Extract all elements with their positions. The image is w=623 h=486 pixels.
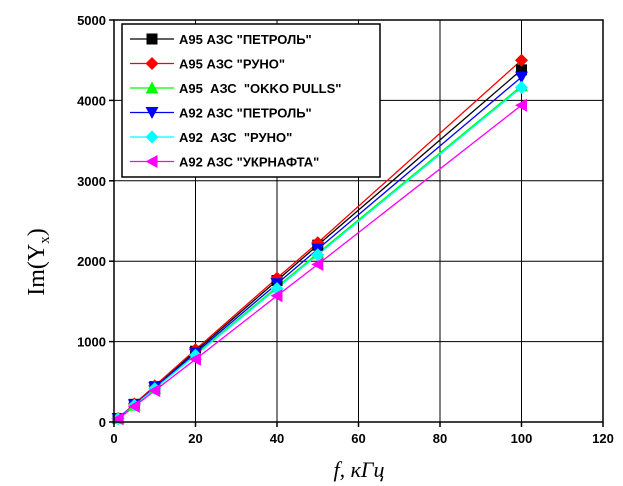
- data-point-series-5: [311, 248, 325, 262]
- legend-marker: [145, 107, 159, 119]
- x-tick-label: 60: [351, 431, 365, 446]
- legend-marker: [145, 130, 159, 144]
- legend-label: A92 АЗС "РУНО": [179, 130, 292, 145]
- y-axis-label-open: (: [24, 261, 50, 269]
- x-tick-label: 100: [511, 431, 533, 446]
- y-tick-label: 4000: [77, 93, 106, 108]
- legend-label: A95 АЗС "OKKO PULLS": [179, 81, 341, 96]
- data-point-series-4: [515, 71, 528, 84]
- legend: A95 АЗС "ПЕТРОЛЬ" A95 АЗС "РУНО" A95 АЗС "…: [121, 23, 381, 178]
- data-point-series-6: [127, 399, 140, 413]
- y-tick-label: 1000: [77, 335, 106, 350]
- axis-ticks: 0 20 40 60 80 100 120 0 1000 2000 3000 4000 5000: [77, 13, 614, 446]
- data-point-series-2: [515, 53, 528, 67]
- x-tick-label: 40: [270, 431, 284, 446]
- data-point-series-6: [311, 257, 324, 271]
- data-point-series-5: [515, 81, 528, 95]
- y-tick-label: 3000: [77, 174, 106, 189]
- x-tick-label: 80: [433, 431, 447, 446]
- data-point-series-6: [270, 289, 283, 303]
- legend-marker: [145, 155, 158, 168]
- legend-label: A92 АЗС "УКРНАФТА": [179, 155, 319, 170]
- legend-box: [121, 23, 381, 178]
- y-axis-label-symbol: Y: [24, 244, 50, 261]
- y-tick-label: 0: [99, 415, 106, 430]
- y-axis-label-subscript: x: [37, 236, 53, 244]
- y-axis-label-close: ): [24, 228, 50, 236]
- legend-label: A92 АЗС "ПЕТРОЛЬ": [179, 106, 312, 121]
- legend-marker: [145, 81, 159, 94]
- plot-markers: [111, 53, 528, 426]
- y-axis-label: Im(Yx): [24, 228, 53, 296]
- legend-label: A95 АЗС "РУНО": [179, 57, 285, 72]
- legend-marker: [145, 57, 159, 70]
- data-point-series-6: [148, 384, 161, 398]
- data-point-series-1: [516, 64, 527, 76]
- legend-marker: [146, 33, 158, 45]
- x-tick-label: 120: [592, 431, 614, 446]
- x-tick-label: 20: [188, 431, 202, 446]
- y-axis-label-main: Im: [24, 269, 50, 296]
- x-tick-label: 0: [110, 431, 117, 446]
- y-tick-label: 5000: [77, 13, 106, 28]
- x-axis-label: f, кГц: [334, 457, 385, 482]
- y-tick-label: 2000: [77, 254, 106, 269]
- data-point-series-6: [515, 98, 527, 112]
- legend-label: A95 АЗС "ПЕТРОЛЬ": [179, 32, 312, 47]
- data-point-series-6: [189, 352, 201, 366]
